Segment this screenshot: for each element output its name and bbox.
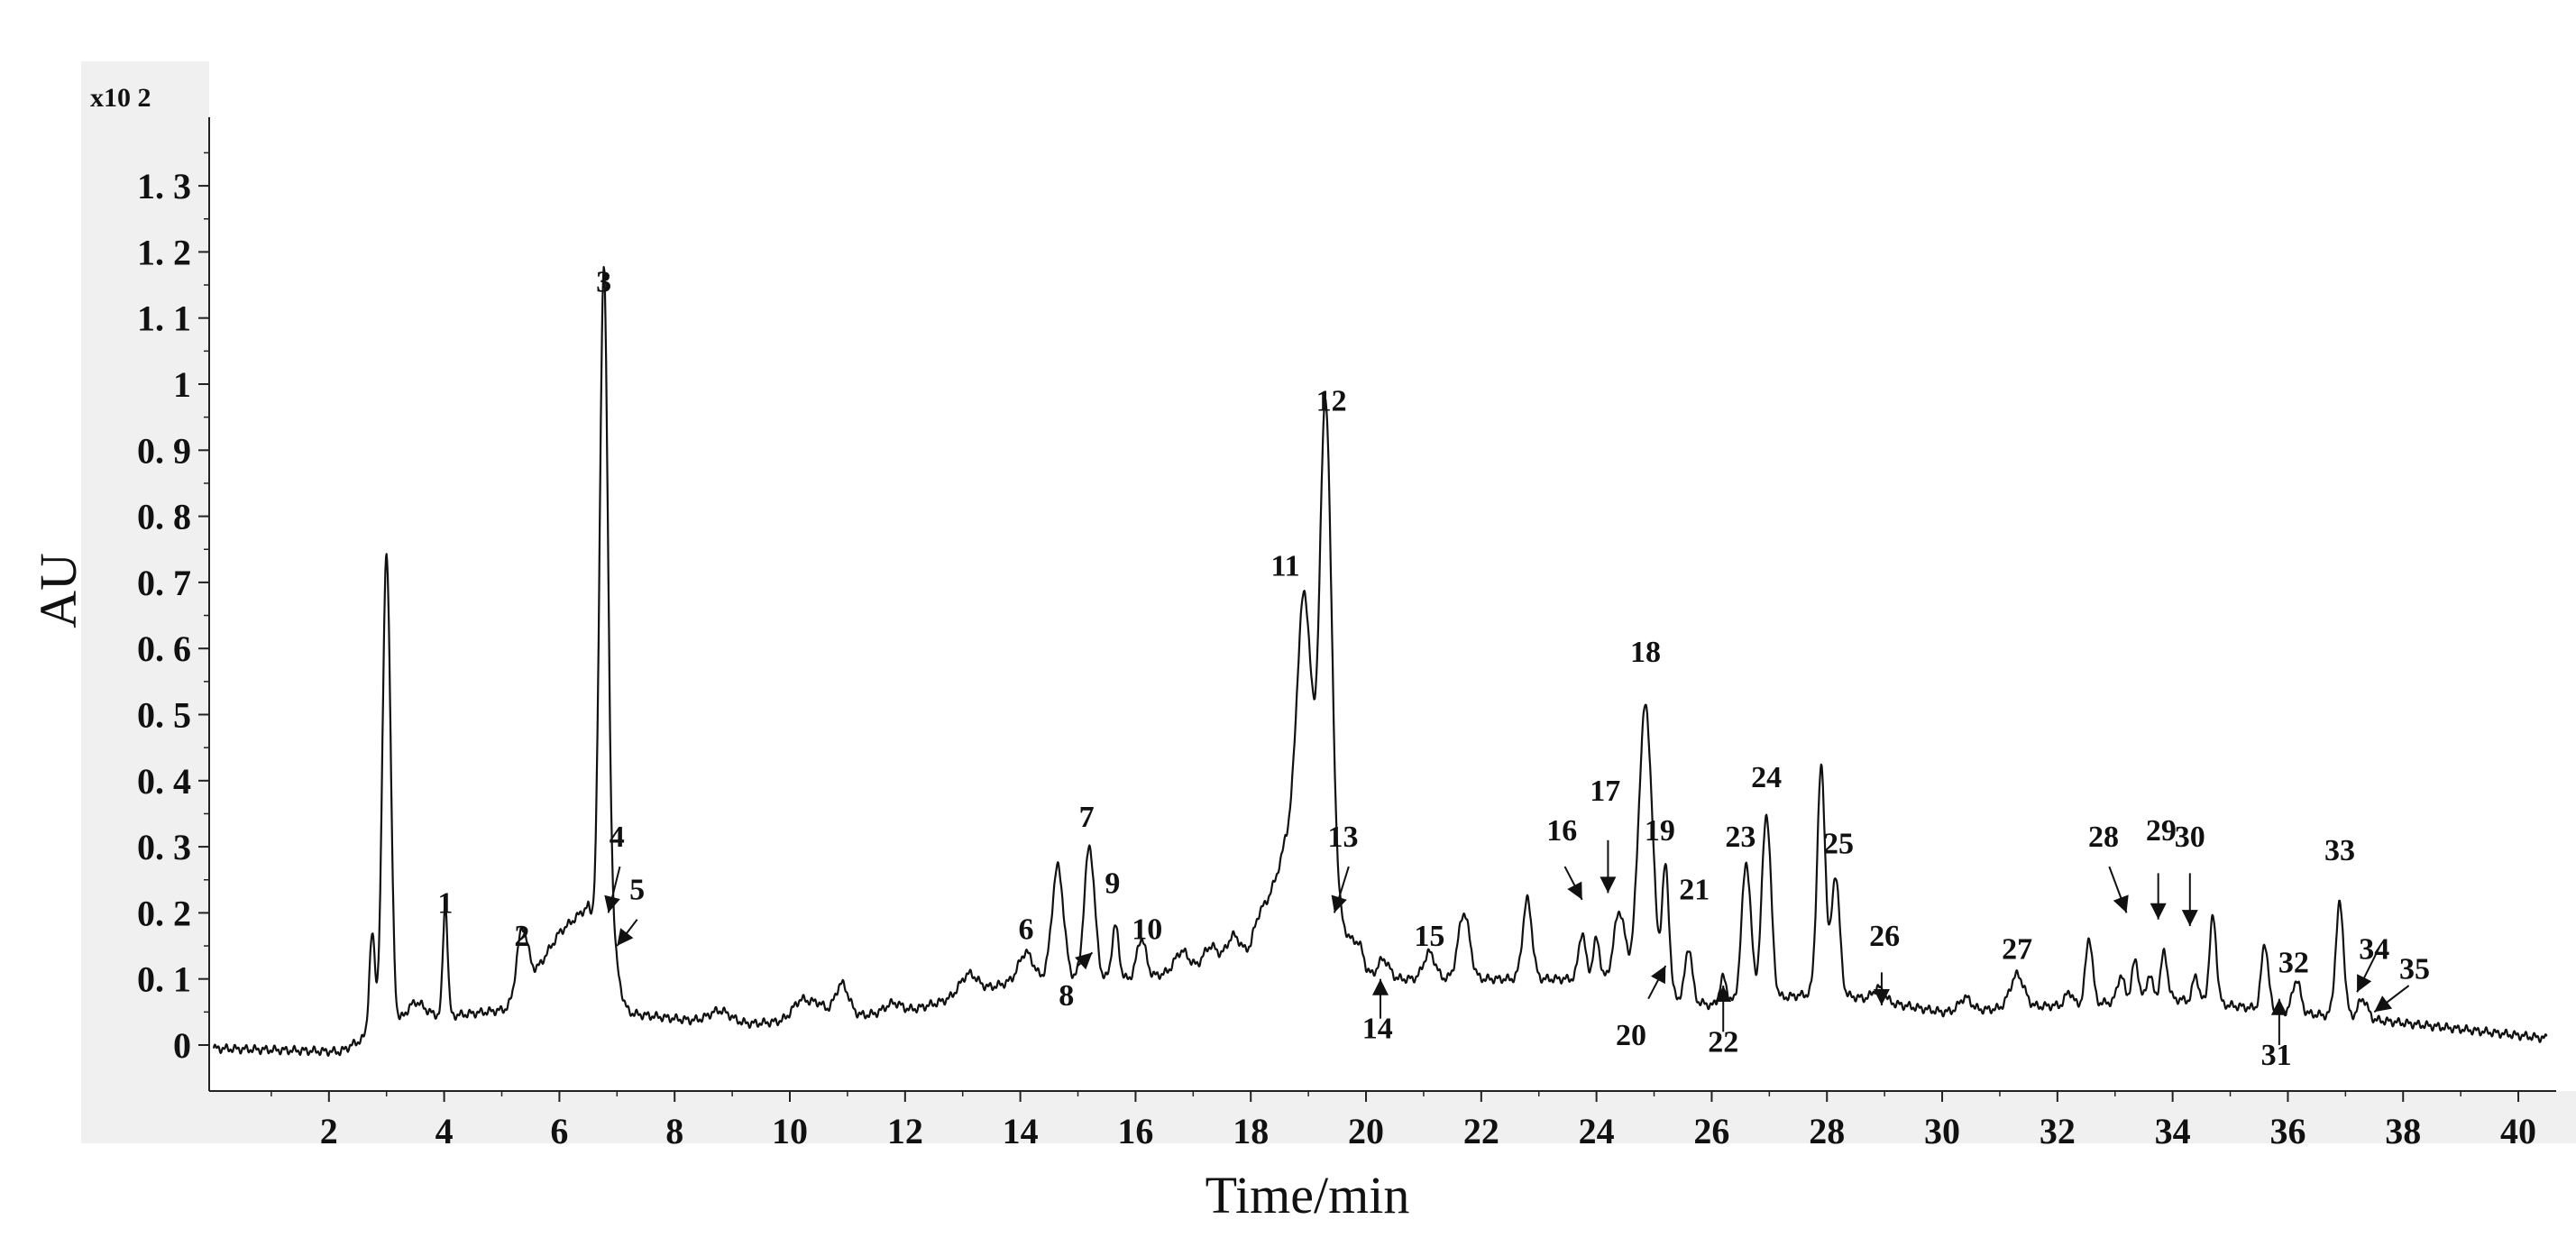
x-tick-label: 14 [1003,1111,1039,1151]
y-tick-label: 0. 4 [137,761,191,802]
annotation-arrow-head [617,928,634,946]
peak-label-15: 15 [1414,920,1444,953]
plot-area [209,61,2576,1091]
peak-label-17: 17 [1590,775,1620,808]
x-tick-label: 24 [1579,1111,1615,1151]
chromatogram-line [212,266,2548,1057]
annotation-arrow-head [2181,910,2198,927]
annotation-arrow-head [2113,894,2129,913]
peak-label-6: 6 [1019,913,1034,947]
annotation-arrow-head [1075,952,1093,970]
x-tick-label: 26 [1693,1111,1729,1151]
y-tick-label: 0. 5 [137,695,191,736]
peak-label-21: 21 [1679,874,1710,907]
x-axis-title: Time/min [1205,1166,1410,1224]
annotation-arrow-head [1651,966,1666,985]
chromatogram-trace [212,266,2548,1057]
y-tick-label: 1. 2 [137,232,191,272]
peak-label-31: 31 [2261,1039,2292,1072]
y-tick-label: 0. 6 [137,628,191,669]
y-tick-label: 0. 3 [137,827,191,867]
annotation-arrow-head [1715,986,1732,1002]
annotation-arrow-head [1567,881,1582,900]
peak-label-11: 11 [1271,550,1300,583]
y-tick-label: 0. 7 [137,563,191,603]
x-tick-label: 12 [887,1111,923,1151]
peak-label-33: 33 [2324,834,2355,867]
peak-label-19: 19 [1645,814,1675,848]
peak-label-20: 20 [1616,1019,1646,1052]
peak-label-9: 9 [1105,867,1120,900]
peak-label-7: 7 [1079,801,1095,834]
x-tick-label: 38 [2385,1111,2421,1151]
peak-label-28: 28 [2088,821,2119,854]
peak-label-2: 2 [514,920,529,953]
peak-label-4: 4 [610,821,625,854]
y-tick-label: 1. 1 [137,298,191,339]
x-tick-label: 32 [2040,1111,2076,1151]
annotation-arrow-head [604,894,620,913]
x-tick-label: 2 [320,1111,338,1151]
peak-label-18: 18 [1630,636,1661,669]
y-tick-label: 1. 3 [137,166,191,206]
x-tick-label: 28 [1809,1111,1845,1151]
peak-label-27: 27 [2002,933,2032,967]
annotation-arrow-head [1372,978,1389,995]
x-tick-label: 22 [1463,1111,1499,1151]
annotation-arrow-head [2150,903,2167,920]
x-tick-label: 10 [772,1111,808,1151]
peak-label-34: 34 [2359,933,2389,967]
y-tick-label: 0. 2 [137,893,191,933]
peak-label-25: 25 [1823,827,1854,860]
x-tick-label: 4 [435,1111,454,1151]
y-tick-label: 0. 8 [137,497,191,537]
annotation-arrow-head [2357,974,2372,993]
x-tick-label: 16 [1117,1111,1153,1151]
peak-label-26: 26 [1869,920,1900,953]
peak-label-23: 23 [1725,821,1756,854]
peak-label-12: 12 [1316,384,1347,417]
x-tick-label: 8 [665,1111,683,1151]
peak-label-10: 10 [1132,913,1162,947]
peak-label-1: 1 [437,886,453,920]
peak-label-3: 3 [596,265,611,298]
annotation-arrow-head [1873,989,1890,1005]
peak-label-24: 24 [1751,761,1782,794]
x-tick-label: 20 [1348,1111,1384,1151]
annotation-arrow-head [1331,894,1347,913]
y-tick-label: 0. 1 [137,959,191,1000]
peak-label-35: 35 [2399,953,2430,986]
peak-label-29: 29 [2146,814,2177,848]
annotation-arrow-head [2270,998,2287,1015]
peak-label-13: 13 [1327,821,1358,854]
annotation-arrow-head [1600,876,1617,894]
x-tick-label: 40 [2500,1111,2536,1151]
y-tick-label: 0. 9 [137,430,191,471]
peak-label-14: 14 [1362,1013,1393,1046]
peak-label-30: 30 [2175,821,2205,854]
axes: 0 0. 1 0. 2 0. 3 0. 4 0. 5 0. 6 0. 7 0. 8 0. 9 1 1.… [137,117,2556,1151]
x-tick-label: 6 [550,1111,568,1151]
y-tick-label: 0 [173,1025,191,1066]
peak-label-16: 16 [1546,814,1577,848]
peak-label-5: 5 [629,874,645,907]
annotation-arrow-head [2374,995,2393,1013]
x-tick-label: 18 [1233,1111,1269,1151]
x-tick-label: 36 [2269,1111,2306,1151]
y-multiplier-label: x10 2 [90,83,151,113]
peak-annotations: 1234567891011121314151617181920212223242… [437,265,2430,1072]
y-axis-title: AU [29,553,87,628]
peak-label-32: 32 [2278,946,2309,979]
y-tick-label: 1 [173,364,191,405]
peak-label-8: 8 [1059,979,1074,1013]
x-tick-label: 30 [1924,1111,1960,1151]
x-tick-label: 34 [2155,1111,2191,1151]
